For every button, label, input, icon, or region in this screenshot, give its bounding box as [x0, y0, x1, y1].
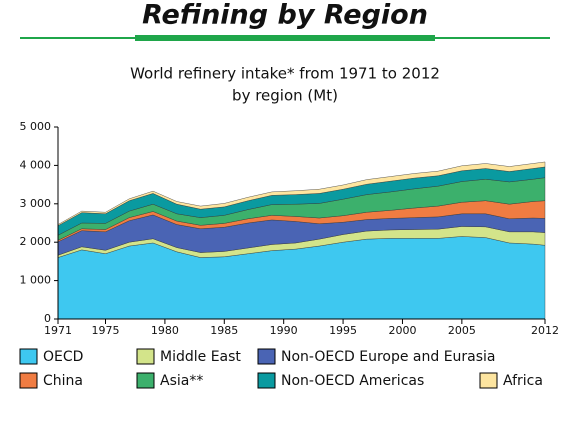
chart-title: by region (Mt) — [232, 87, 338, 105]
legend-label: OECD — [43, 349, 83, 365]
chart-title: World refinery intake* from 1971 to 2012 — [130, 65, 440, 83]
x-tick-label: 2000 — [388, 324, 416, 337]
area — [57, 236, 546, 320]
legend-swatch — [19, 348, 38, 365]
legend-swatch — [136, 348, 155, 365]
x-tick-label: 1975 — [92, 324, 120, 337]
x-tick-label: 2005 — [448, 324, 476, 337]
legend-label: Non-OECD Europe and Eurasia — [281, 349, 496, 365]
y-tick-label: 0 — [44, 312, 51, 325]
x-tick-label: 1990 — [270, 324, 298, 337]
x-tick-label: 1995 — [329, 324, 357, 337]
y-tick-label: 2 000 — [20, 235, 52, 248]
legend-swatch — [136, 372, 155, 389]
legend-label: Non-OECD Americas — [281, 373, 424, 389]
area — [57, 161, 546, 227]
x-tick-label: 1971 — [44, 324, 72, 337]
legend-swatch — [19, 372, 38, 389]
y-tick-label: 5 000 — [20, 120, 52, 133]
legend-label: China — [43, 373, 83, 389]
legend-label: Africa — [503, 373, 543, 389]
x-tick-label: 1985 — [210, 324, 238, 337]
legend-label: Middle East — [160, 349, 241, 365]
y-tick-label: 1 000 — [20, 274, 52, 287]
page-title: Refining by Region — [142, 0, 428, 31]
legend-label: Asia** — [160, 373, 203, 389]
y-tick-label: 4 000 — [20, 158, 52, 171]
legend-swatch — [479, 372, 498, 389]
x-tick-label: 1980 — [151, 324, 179, 337]
y-tick-label: 3 000 — [20, 197, 52, 210]
legend-swatch — [257, 348, 276, 365]
x-tick-label: 2012 — [531, 324, 559, 337]
legend-swatch — [257, 372, 276, 389]
header-bar — [135, 35, 435, 41]
